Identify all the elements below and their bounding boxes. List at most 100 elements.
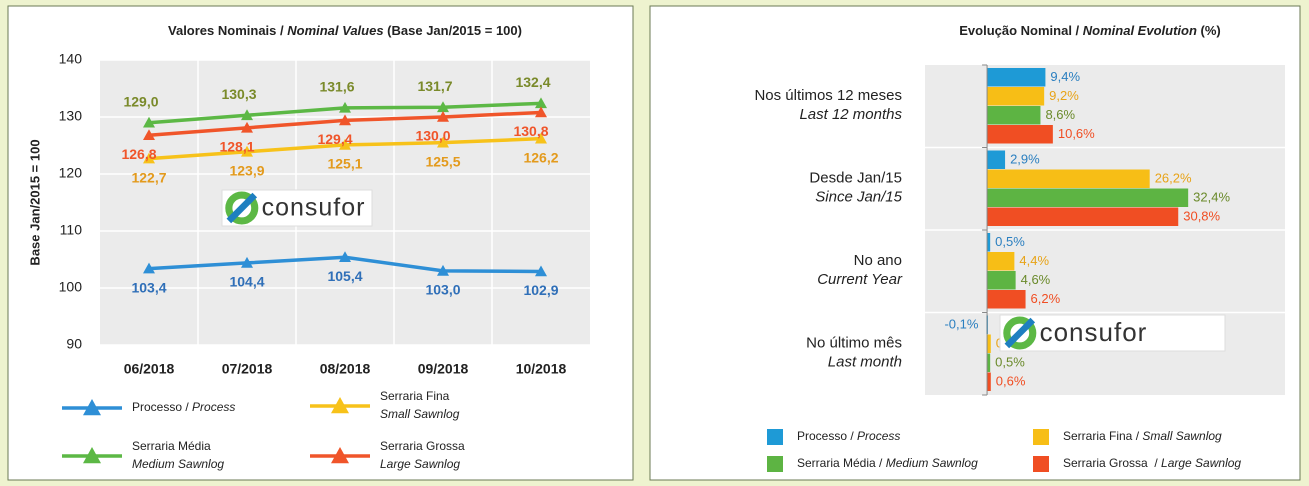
category-label: Desde Jan/15 (809, 170, 902, 187)
value-label: 132,4 (515, 74, 550, 90)
value-label: 131,7 (417, 78, 452, 94)
value-label: 30,8% (1183, 208, 1220, 223)
value-label: 0,5% (995, 234, 1025, 249)
legend-label-part: Process (857, 429, 900, 443)
value-label: 103,4 (131, 279, 166, 295)
bar (987, 169, 1150, 188)
bar (987, 68, 1046, 87)
x-tick-label: 10/2018 (516, 361, 567, 377)
point-marker (339, 251, 351, 263)
legend-label: Serraria Fina (380, 389, 450, 403)
y-axis-label: Base Jan/2015 = 100 (27, 139, 42, 265)
point-marker (437, 101, 449, 113)
legend-label: Processo / Process (132, 400, 235, 414)
logo-icon (225, 191, 259, 225)
x-tick-label: 08/2018 (320, 361, 371, 377)
value-label: 2,9% (1010, 151, 1040, 166)
legend-swatch (1033, 429, 1049, 445)
point-marker (437, 111, 449, 122)
bar (987, 87, 1045, 106)
value-label: -0,1% (944, 316, 978, 331)
value-label: 123,9 (229, 162, 264, 178)
legend-label: Serraria Média (132, 439, 211, 453)
value-label: 102,9 (523, 282, 558, 298)
point-marker (437, 264, 449, 276)
y-tick-label: 100 (59, 279, 83, 295)
value-label: 129,4 (317, 131, 352, 147)
bar (987, 106, 1041, 125)
value-label: 125,1 (327, 156, 362, 172)
category-label: Nos últimos 12 meses (754, 87, 902, 104)
legend-label: Serraria Média / Medium Sawnlog (797, 456, 978, 470)
category-label-en: Current Year (817, 271, 903, 288)
point-marker (339, 114, 351, 126)
bar (987, 150, 1006, 169)
legend-label: Large Sawnlog (380, 457, 460, 471)
value-label: 26,2% (1155, 170, 1192, 185)
point-marker (339, 138, 351, 150)
legend-label: Processo / Process (797, 429, 900, 443)
logo: consufor (221, 189, 373, 227)
value-label: 104,4 (229, 274, 264, 290)
point-marker (535, 265, 547, 277)
legend-swatch (1033, 456, 1049, 472)
chart-title: Valores Nominais / Nominal Values (Base … (168, 23, 522, 38)
bar (987, 271, 1016, 290)
point-marker (241, 109, 253, 121)
legend-label-part: Serraria Média / (797, 456, 886, 470)
legend-label-part: Processo / (797, 429, 857, 443)
logo: consufor (999, 314, 1226, 352)
chart-title-part: (Base Jan/2015 = 100) (384, 23, 522, 38)
legend-label: Medium Sawnlog (132, 457, 224, 471)
category-label: No ano (854, 252, 902, 269)
value-label: 6,2% (1031, 291, 1061, 306)
chart-title-part: Nominal Evolution (1083, 23, 1197, 38)
bar (987, 252, 1015, 271)
point-marker (535, 132, 547, 144)
y-tick-label: 90 (66, 336, 82, 352)
legend-label: Serraria Fina / Small Sawnlog (1063, 429, 1222, 443)
value-label: 4,4% (1019, 253, 1049, 268)
bar (987, 353, 991, 372)
category-label-en: Last 12 months (799, 106, 902, 123)
value-label: 126,2 (523, 149, 558, 165)
category-label-en: Since Jan/15 (815, 189, 902, 206)
logo-text: consufor (262, 194, 366, 222)
value-label: 129,0 (123, 93, 158, 109)
point-marker (437, 136, 449, 148)
bar (987, 125, 1053, 144)
value-label: 103,0 (425, 282, 460, 298)
value-label: 10,6% (1058, 126, 1095, 141)
value-label: 9,2% (1049, 88, 1079, 103)
logo-text: consufor (1040, 317, 1148, 347)
point-marker (143, 152, 155, 164)
legend-label-part: Serraria Fina / (1063, 429, 1142, 443)
value-label: 130,8 (513, 123, 548, 139)
legend-label-part: Serraria Grossa / (1063, 456, 1161, 470)
legend-label-part: Medium Sawnlog (886, 456, 978, 470)
legend-label: Serraria Grossa / Large Sawnlog (1063, 456, 1241, 470)
value-label: 105,4 (327, 268, 362, 284)
logo-icon (1003, 316, 1037, 350)
point-marker (339, 101, 351, 113)
point-marker (241, 145, 253, 157)
x-tick-label: 07/2018 (222, 361, 273, 377)
value-label: 4,6% (1021, 272, 1051, 287)
y-tick-label: 130 (59, 108, 83, 124)
x-tick-label: 06/2018 (124, 361, 175, 377)
legend-label-part: Process (192, 400, 235, 414)
y-tick-label: 140 (59, 51, 83, 67)
bar (987, 233, 991, 252)
point-marker (241, 121, 253, 133)
category-label-en: Last month (828, 354, 902, 371)
value-label: 130,3 (221, 86, 256, 102)
bar (987, 372, 991, 391)
x-tick-label: 09/2018 (418, 361, 469, 377)
legend-label-part: Small Sawnlog (1142, 429, 1222, 443)
legend-swatch (767, 456, 783, 472)
bar (987, 334, 991, 353)
point-marker (241, 256, 253, 268)
bar (987, 290, 1026, 309)
value-label: 125,5 (425, 153, 460, 169)
